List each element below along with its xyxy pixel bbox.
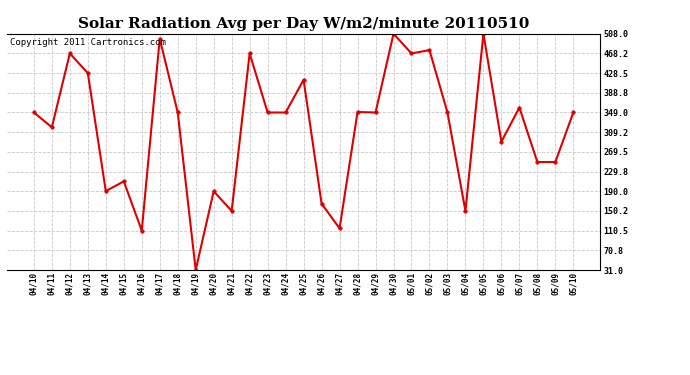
Title: Solar Radiation Avg per Day W/m2/minute 20110510: Solar Radiation Avg per Day W/m2/minute … <box>78 17 529 31</box>
Text: Copyright 2011 Cartronics.com: Copyright 2011 Cartronics.com <box>10 39 166 48</box>
